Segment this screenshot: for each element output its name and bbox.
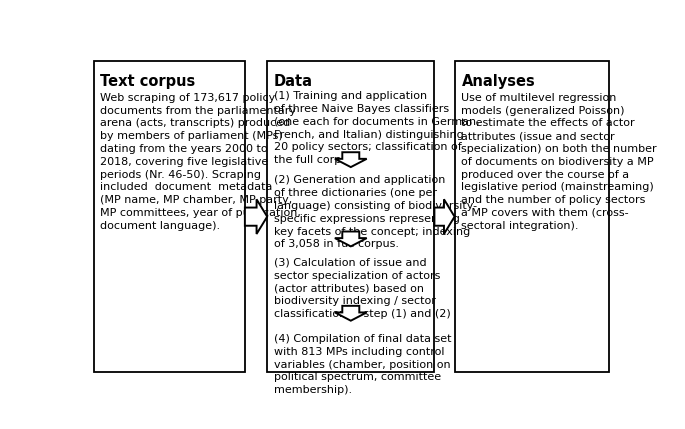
Text: (2) Generation and application
of three dictionaries (one per
language) consisti: (2) Generation and application of three … <box>274 175 477 249</box>
Text: (1) Training and application
of three Naive Bayes classifiers
(one each for docu: (1) Training and application of three Na… <box>274 91 479 165</box>
Polygon shape <box>434 199 455 234</box>
Text: Web scraping of 173,617 policy
documents from the parliamentary
arena (acts, tra: Web scraping of 173,617 policy documents… <box>101 93 301 231</box>
FancyBboxPatch shape <box>94 61 245 372</box>
Polygon shape <box>335 152 366 167</box>
Polygon shape <box>335 232 366 246</box>
Text: (3) Calculation of issue and
sector specialization of actors
(actor attributes) : (3) Calculation of issue and sector spec… <box>274 258 451 319</box>
Text: Text corpus: Text corpus <box>101 74 196 89</box>
Polygon shape <box>245 199 267 234</box>
Text: Analyses: Analyses <box>462 74 535 89</box>
FancyBboxPatch shape <box>455 61 608 372</box>
Text: Use of multilevel regression
models (generalized Poisson)
to estimate the effect: Use of multilevel regression models (gen… <box>462 93 657 231</box>
Polygon shape <box>335 306 366 321</box>
Text: Data: Data <box>274 74 313 89</box>
Text: (4) Compilation of final data set
with 813 MPs including control
variables (cham: (4) Compilation of final data set with 8… <box>274 334 451 395</box>
FancyBboxPatch shape <box>267 61 434 372</box>
